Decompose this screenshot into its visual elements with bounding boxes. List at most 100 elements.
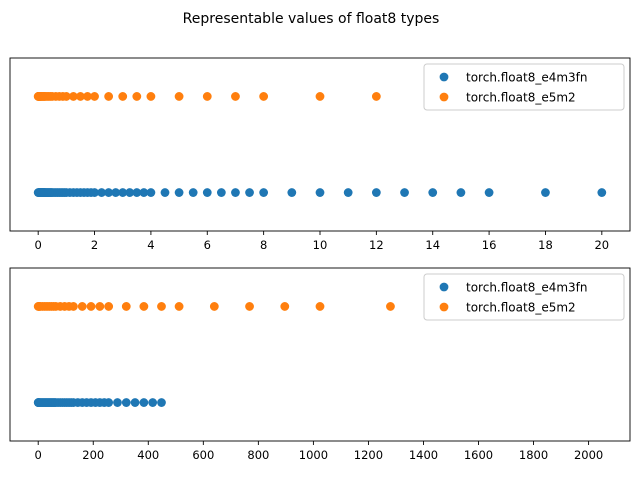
data-point [157, 302, 166, 311]
data-point [69, 92, 78, 101]
data-point [132, 92, 142, 101]
series-e4m3fn [33, 188, 607, 197]
data-point [130, 398, 140, 407]
data-point [121, 302, 131, 311]
data-point [104, 398, 114, 407]
data-point [118, 92, 128, 101]
data-point [541, 188, 550, 197]
legend-marker [439, 92, 449, 102]
data-point [111, 188, 121, 197]
data-point [104, 92, 114, 101]
data-point [146, 188, 156, 197]
legend-marker [439, 72, 449, 82]
x-tick-label: 20 [594, 238, 609, 252]
legend-box [423, 63, 625, 111]
data-point [174, 188, 184, 197]
x-tick-label: 18 [538, 238, 553, 252]
data-point [315, 302, 325, 311]
x-tick-label: 4 [147, 238, 154, 252]
data-point [209, 302, 219, 311]
series-e4m3fn [33, 398, 166, 407]
data-point [86, 302, 96, 311]
data-point [456, 188, 466, 197]
data-point [90, 188, 99, 197]
data-point [400, 188, 409, 197]
data-point [428, 188, 438, 197]
data-point [174, 92, 184, 101]
subplot-2: 0 200 400 600 800 1000 1200 1400 1600 1800 2000 tor… [9, 267, 631, 462]
data-point [139, 302, 149, 311]
data-point [245, 188, 254, 197]
data-point [202, 92, 212, 101]
x-tick-label: 6 [204, 238, 211, 252]
x-tick-label: 2 [91, 238, 98, 252]
x-tick-label: 14 [425, 238, 440, 252]
data-point [139, 188, 149, 197]
data-point [174, 302, 184, 311]
data-point [231, 92, 240, 101]
data-point [104, 188, 114, 197]
data-point [95, 302, 105, 311]
data-point [386, 302, 395, 311]
axes-layer: 0 2 4 6 8 10 12 14 16 18 20torch.float8_e4m3fntorc… [9, 57, 631, 462]
subplot-1: 0 2 4 6 8 10 12 14 16 18 20 torch.float8_e4m3fntorc… [9, 57, 631, 252]
data-point [597, 188, 607, 197]
data-point [61, 92, 71, 101]
legend: torch.float8_e4m3fn torch.float8_e5m2 [423, 273, 625, 321]
x-tick-label: 400 [137, 448, 159, 462]
data-point [343, 188, 353, 197]
data-point [125, 188, 135, 197]
data-point [157, 398, 166, 407]
data-point [148, 398, 158, 407]
legend-label: torch.float8_e5m2 [466, 91, 576, 105]
legend-box [423, 273, 625, 321]
data-point [69, 302, 78, 311]
x-tick-label: 0 [35, 448, 42, 462]
legend-label: torch.float8_e5m2 [466, 301, 576, 315]
data-point [484, 188, 494, 197]
data-point [259, 92, 269, 101]
data-point [202, 188, 212, 197]
data-point [104, 302, 114, 311]
data-point [371, 92, 381, 101]
data-point [216, 188, 226, 197]
legend-marker [439, 302, 449, 312]
data-point [90, 92, 99, 101]
axes-frame [9, 267, 631, 442]
x-tick-label: 16 [482, 238, 497, 252]
x-tick-label: 800 [247, 448, 269, 462]
data-point [83, 92, 92, 101]
x-tick-label: 10 [313, 238, 328, 252]
data-point [76, 92, 85, 101]
legend: torch.float8_e4m3fn torch.float8_e5m2 [423, 63, 625, 111]
series-e5m2 [33, 302, 607, 311]
x-tick-label: 1800 [519, 448, 548, 462]
data-point [280, 302, 290, 311]
data-point [315, 188, 325, 197]
x-tick-label: 600 [192, 448, 214, 462]
legend-label: torch.float8_e4m3fn [466, 71, 588, 85]
x-tick-label: 1600 [464, 448, 493, 462]
data-point [188, 188, 198, 197]
legend-marker [439, 282, 449, 292]
data-point [77, 302, 87, 311]
data-point [118, 188, 128, 197]
data-point [113, 398, 122, 407]
x-tick-label: 1400 [409, 448, 438, 462]
x-tick-label: 1200 [354, 448, 383, 462]
data-point [139, 398, 149, 407]
data-point [146, 92, 156, 101]
data-point [132, 188, 142, 197]
legend-label: torch.float8_e4m3fn [466, 281, 588, 295]
x-tick-label: 200 [82, 448, 104, 462]
x-tick-label: 12 [369, 238, 384, 252]
data-point [371, 188, 381, 197]
data-point [121, 398, 131, 407]
x-tick-label: 0 [35, 238, 42, 252]
data-point [287, 188, 297, 197]
data-point [160, 188, 170, 197]
x-tick-label: 1000 [299, 448, 328, 462]
data-point [315, 92, 325, 101]
data-point [245, 302, 254, 311]
